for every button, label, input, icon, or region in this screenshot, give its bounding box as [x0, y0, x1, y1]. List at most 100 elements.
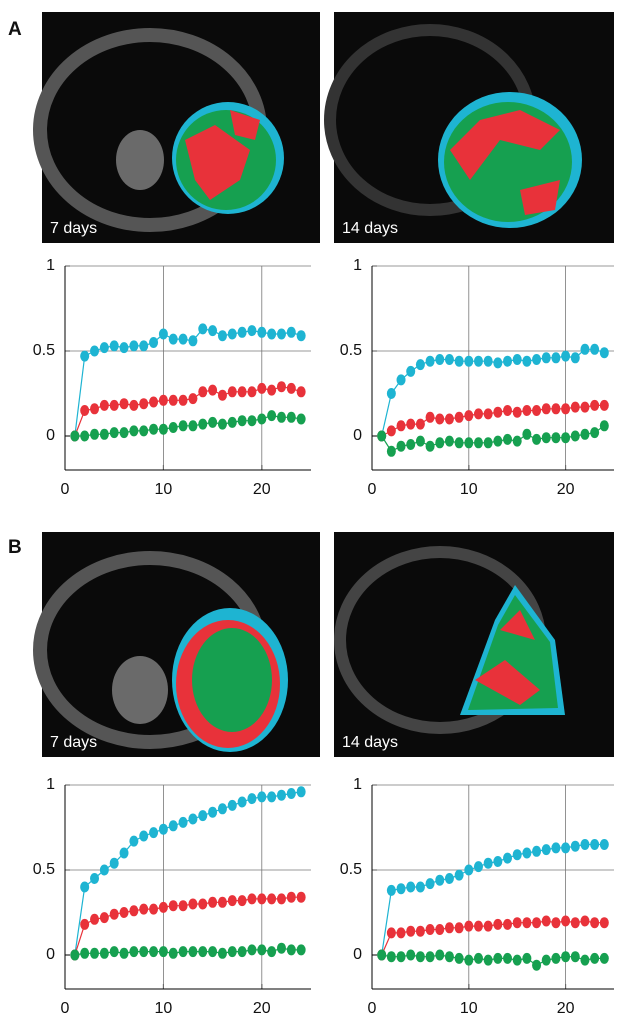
data-point [208, 806, 218, 818]
data-point [522, 355, 532, 367]
x-tick-label: 20 [557, 1000, 575, 1013]
data-point [599, 399, 609, 411]
data-point [139, 946, 149, 958]
data-point [168, 900, 178, 912]
x-tick-label: 10 [460, 481, 478, 498]
data-point [522, 847, 532, 859]
data-point [198, 323, 208, 335]
data-point [188, 946, 198, 958]
data-point [227, 416, 237, 428]
data-point [386, 425, 396, 437]
data-point [237, 326, 247, 338]
data-point [541, 915, 551, 927]
data-point [464, 920, 474, 932]
data-point [425, 951, 435, 963]
data-point [415, 418, 425, 430]
data-point [503, 355, 513, 367]
data-point [267, 893, 277, 905]
series-line [74, 896, 302, 956]
data-point [454, 922, 464, 934]
data-point [406, 949, 416, 961]
data-point [532, 354, 542, 365]
data-point [483, 437, 493, 449]
data-point [247, 893, 257, 905]
data-point [99, 428, 109, 440]
data-point [493, 952, 503, 964]
data-point [590, 427, 600, 439]
data-point [188, 813, 198, 825]
data-point [149, 946, 159, 958]
data-point [425, 411, 435, 423]
data-point [406, 925, 416, 937]
data-point [286, 382, 296, 394]
data-point [425, 878, 435, 890]
mri-image [334, 532, 614, 757]
data-point [561, 350, 571, 362]
data-point [99, 912, 109, 924]
data-point [551, 352, 561, 364]
data-point [415, 435, 425, 447]
data-point [532, 959, 542, 971]
data-point [493, 357, 503, 369]
data-point [109, 399, 119, 411]
data-point [198, 386, 208, 398]
data-point [247, 325, 257, 337]
data-point [406, 418, 416, 430]
data-point [503, 918, 513, 930]
data-point [217, 418, 227, 430]
data-point [109, 427, 119, 439]
data-point [247, 386, 257, 398]
data-point [435, 924, 445, 935]
x-tick-label: 0 [368, 481, 377, 498]
data-point [267, 791, 277, 803]
data-point [483, 857, 493, 869]
data-point [406, 365, 416, 377]
data-point [503, 433, 513, 445]
data-point [532, 917, 542, 929]
y-tick-label: 1 [46, 257, 55, 274]
data-point [464, 437, 474, 449]
data-point [580, 428, 590, 440]
data-point [217, 330, 227, 342]
data-point [227, 799, 237, 811]
data-point [119, 398, 129, 410]
data-point [276, 942, 286, 954]
data-point [129, 905, 139, 917]
data-point [70, 430, 80, 442]
data-point [377, 949, 387, 961]
data-point [493, 435, 503, 447]
data-point [129, 835, 139, 847]
data-point [570, 917, 580, 929]
data-point [570, 352, 580, 364]
data-point [296, 786, 306, 798]
data-point [570, 401, 580, 413]
data-point [473, 355, 483, 367]
data-point [570, 430, 580, 442]
data-point [178, 816, 188, 828]
data-point [168, 422, 178, 433]
data-point [276, 411, 286, 423]
data-point [99, 399, 109, 411]
data-point [149, 337, 159, 348]
y-tick-label: 0.5 [33, 861, 55, 878]
data-point [168, 394, 178, 406]
data-point [109, 908, 119, 920]
data-point [435, 413, 445, 425]
data-point [119, 907, 129, 918]
series-line [381, 843, 605, 956]
data-point [257, 326, 267, 338]
data-point [227, 386, 237, 398]
data-point [493, 406, 503, 418]
data-point [198, 418, 208, 430]
data-point [188, 335, 198, 347]
data-point [415, 925, 425, 937]
data-point [483, 408, 493, 420]
data-point [561, 403, 571, 415]
series-line [74, 791, 302, 956]
data-point [217, 803, 227, 815]
y-tick-label: 0.5 [340, 342, 362, 359]
data-point [473, 920, 483, 932]
data-point [198, 810, 208, 822]
x-tick-label: 0 [368, 1000, 377, 1013]
data-point [425, 355, 435, 367]
